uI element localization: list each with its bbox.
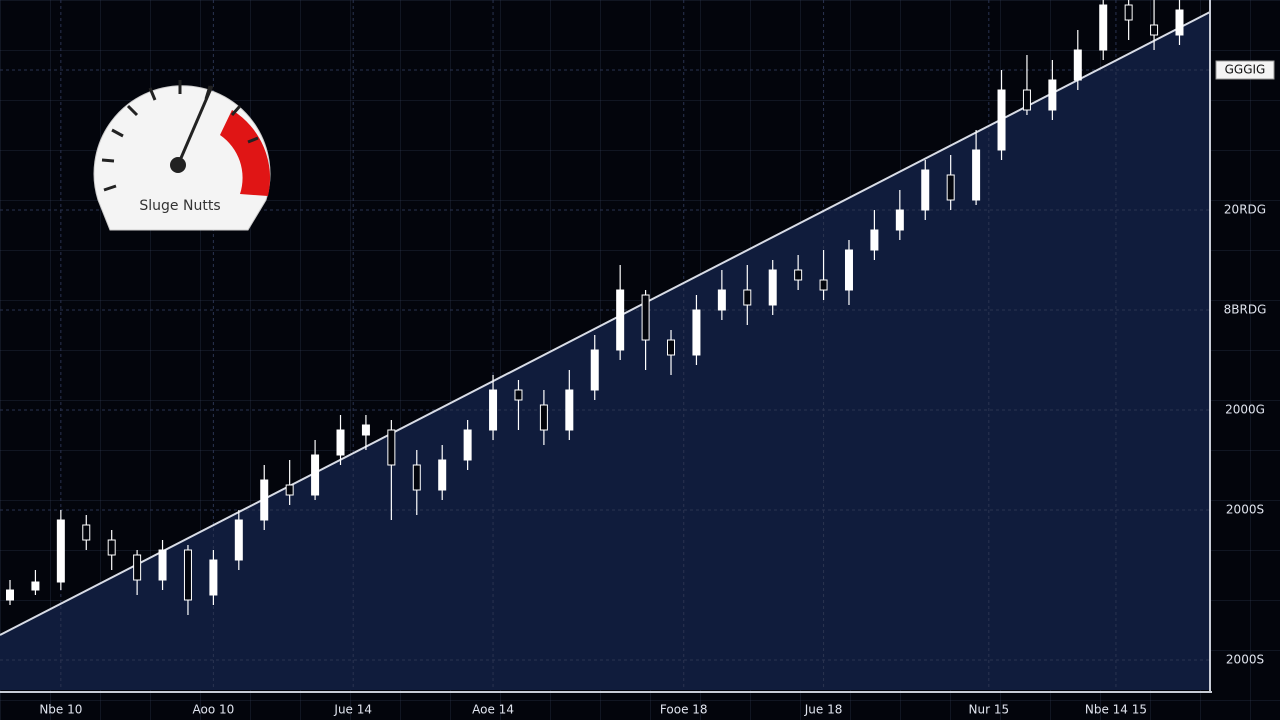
gauge: Sluge Nutts — [93, 80, 271, 231]
candle-body — [260, 479, 269, 521]
candle-body — [616, 289, 625, 351]
candle-body — [1124, 4, 1133, 21]
candle-body — [514, 389, 523, 401]
x-tick-label: Nur 15 — [969, 703, 1010, 717]
candle-body — [56, 519, 65, 583]
candle-body — [438, 459, 447, 491]
candle-body — [590, 349, 599, 391]
candle-body — [1099, 4, 1108, 51]
candle-body — [463, 429, 472, 461]
x-tick-label: Aoo 10 — [193, 703, 235, 717]
candle-body — [31, 581, 40, 591]
y-tick-label: 20RDG — [1224, 203, 1266, 217]
candle-body — [412, 464, 421, 491]
candle-body — [6, 589, 14, 601]
candle-body — [361, 424, 370, 436]
x-tick-label: Jue 14 — [333, 703, 372, 717]
gauge-hub — [170, 157, 186, 173]
candle-body — [158, 549, 167, 581]
candle-body — [641, 294, 650, 341]
candle-body — [387, 429, 396, 466]
x-tick-label: Nbe 14 15 — [1085, 703, 1147, 717]
trend-area — [0, 12, 1210, 690]
x-tick-label: Aoe 14 — [472, 703, 514, 717]
candle-body — [489, 389, 498, 431]
trendline — [0, 11, 1210, 636]
y-tick-label: GGGIG — [1225, 63, 1266, 77]
candle-body — [234, 519, 243, 561]
candle-body — [794, 269, 803, 281]
candle-body — [311, 454, 320, 496]
candle-body — [1073, 49, 1082, 81]
candle-body — [921, 169, 930, 211]
candle-body — [743, 289, 752, 306]
candle-body — [997, 89, 1006, 151]
y-tick-box — [1215, 60, 1275, 80]
candle-body — [972, 149, 981, 201]
y-tick-label: 2000G — [1225, 403, 1265, 417]
candle-body — [1048, 79, 1057, 111]
y-tick-label: 8BRDG — [1224, 303, 1267, 317]
candle-body — [1150, 24, 1159, 36]
x-tick-label: Fooe 18 — [660, 703, 708, 717]
candle-body — [1022, 89, 1031, 111]
candle-body — [895, 209, 904, 231]
candle-body — [819, 279, 828, 291]
candle-body — [133, 554, 142, 581]
candle-body — [768, 269, 777, 306]
x-tick-label: Jue 18 — [804, 703, 843, 717]
candle-body — [285, 484, 294, 496]
x-tick-label: Nbe 10 — [39, 703, 82, 717]
candle-body — [336, 429, 345, 456]
y-tick-label: 2000S — [1226, 503, 1264, 517]
candle-body — [183, 549, 192, 601]
candle-body — [209, 559, 218, 596]
candle-body — [107, 539, 116, 556]
candle-body — [946, 174, 955, 201]
y-tick-label: 2000S — [1226, 653, 1264, 667]
candle-body — [870, 229, 879, 251]
candle-body — [844, 249, 853, 291]
candle-body — [692, 309, 701, 356]
candle-body — [82, 524, 91, 541]
gauge-needle — [176, 85, 214, 166]
gauge-label: Sluge Nutts — [139, 198, 220, 214]
candle-body — [539, 404, 548, 431]
candle-body — [717, 289, 726, 311]
candle-body — [565, 389, 574, 431]
candle-body — [1175, 9, 1184, 36]
gauge-red-zone — [220, 110, 271, 196]
candle-body — [667, 339, 676, 356]
